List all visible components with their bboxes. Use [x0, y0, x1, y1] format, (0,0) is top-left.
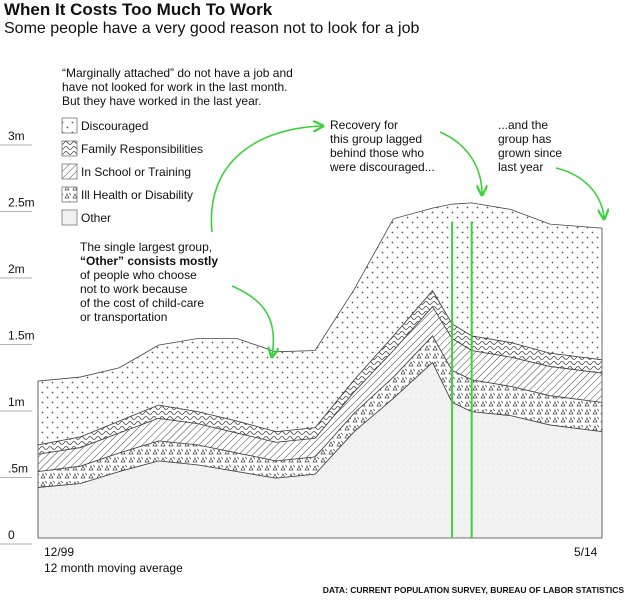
legend-swatch	[61, 140, 78, 157]
y-tick-label: .5m	[8, 462, 28, 476]
arrow-other-to-layer	[231, 285, 273, 356]
annotation-line: of the cost of child-care	[80, 296, 204, 310]
annotation-line: of people who choose	[80, 268, 197, 282]
x-axis-note: 12 month moving average	[44, 561, 183, 575]
legend-label: Ill Health or Disability	[81, 188, 193, 202]
y-tick-label: 2m	[8, 262, 25, 276]
legend-label: Other	[81, 211, 111, 225]
legend-label: Discouraged	[81, 119, 148, 133]
annotation-line: this group lagged	[330, 132, 422, 146]
legend-label: In School or Training	[81, 165, 191, 179]
x-tick-label: 5/14	[574, 545, 598, 559]
annotation-line: behind those who	[330, 146, 424, 160]
area-layers	[37, 202, 603, 539]
annotation-line: “Other” consists mostly	[80, 254, 218, 268]
arrow-recovery-to-peak	[439, 131, 482, 194]
legend: Discouraged Family Responsibilities In Sch…	[61, 117, 203, 226]
annotation-line: were discouraged...	[329, 160, 435, 174]
intro-note: “Marginally attached” do not have a job …	[62, 66, 293, 108]
area-discouraged	[37, 202, 603, 446]
source-note: DATA: CURRENT POPULATION SURVEY, BUREAU …	[322, 585, 624, 595]
y-tick-label: 1.5m	[8, 329, 35, 343]
annotation-recovery: Recovery for this group lagged behind th…	[329, 118, 435, 174]
annotation-line: group has	[498, 132, 551, 146]
y-tick-label: 2.5m	[8, 196, 35, 210]
annotation-line: Recovery for	[330, 118, 398, 132]
legend-swatch	[61, 163, 78, 180]
x-axis: 12/99 12 month moving average 5/14	[44, 545, 598, 575]
arrow-grown-to-end	[555, 167, 604, 218]
annotation-line: grown since	[498, 146, 562, 160]
arrow-other-to-recovery	[210, 126, 322, 233]
chart-title: When It Costs Too Much To Work	[4, 0, 273, 19]
highlight-lines	[451, 221, 473, 538]
y-tick-label: 1m	[8, 395, 25, 409]
y-axis: 0 .5m 1m 1.5m 2m 2.5m 3m	[0, 129, 35, 545]
annotation-line: ...and the	[498, 118, 548, 132]
legend-swatch	[61, 209, 78, 226]
legend-swatch	[61, 186, 78, 203]
intro-note-line: But they have worked in the last year.	[62, 94, 261, 108]
annotation-grown: ...and the group has grown since last ye…	[498, 118, 562, 174]
y-tick-label: 3m	[8, 129, 25, 143]
legend-swatch	[61, 117, 78, 134]
annotation-line: last year	[498, 160, 543, 174]
chart-subtitle: Some people have a very good reason not …	[4, 20, 420, 37]
annotation-arrows	[210, 126, 604, 356]
intro-note-line: “Marginally attached” do not have a job …	[62, 66, 293, 80]
annotation-line: or transportation	[80, 310, 167, 324]
y-tick-label: 0	[8, 528, 15, 542]
legend-label: Family Responsibilities	[81, 142, 203, 156]
x-tick-label: 12/99	[44, 545, 74, 559]
annotation-line: not to work because	[80, 282, 188, 296]
intro-note-line: have not looked for work in the last mon…	[62, 80, 287, 94]
annotation-other: The single largest group, “Other” consis…	[80, 240, 218, 324]
annotation-line: The single largest group,	[80, 240, 212, 254]
